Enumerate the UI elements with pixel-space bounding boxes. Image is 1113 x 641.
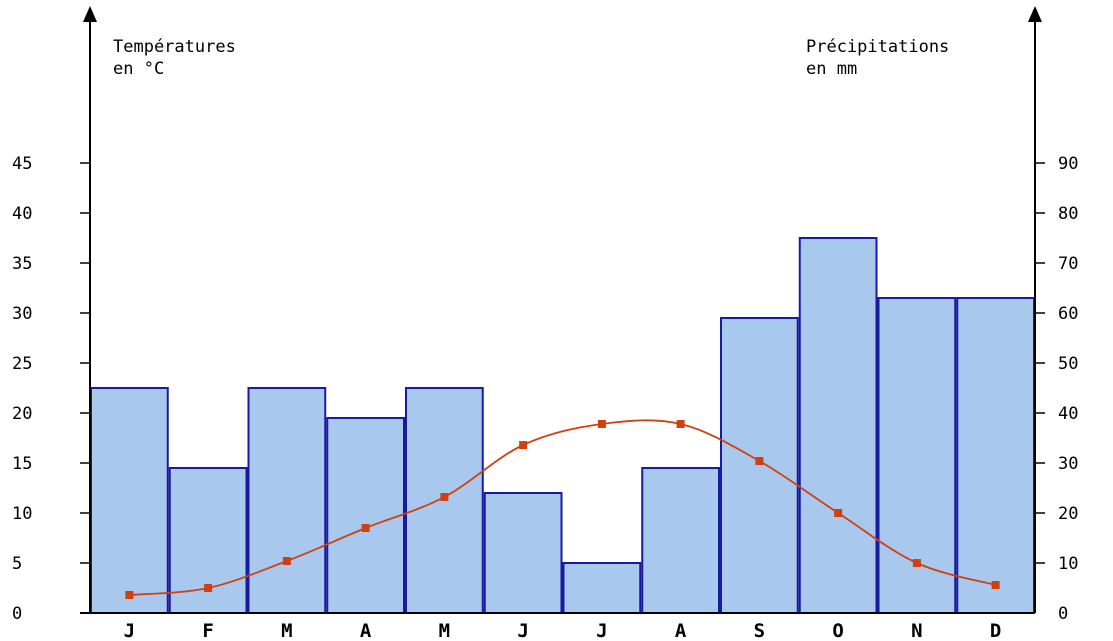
temperature-point-4 (361, 524, 370, 532)
right-tick-label: 30 (1058, 454, 1078, 474)
right-tick-label: 20 (1058, 504, 1078, 524)
temperature-point-2 (204, 584, 213, 592)
precipitation-bar-4 (326, 417, 405, 614)
temperature-point-9 (755, 457, 764, 465)
precipitation-bars (90, 237, 1035, 614)
right-tick-label: 50 (1058, 354, 1078, 374)
month-label: A (675, 620, 687, 641)
left-tick-label: 0 (12, 604, 22, 624)
left-tick-label: 45 (12, 154, 32, 174)
month-label: J (596, 620, 607, 641)
left-tick-label: 40 (12, 204, 32, 224)
precipitation-bar-1 (90, 387, 169, 614)
temperature-point-3 (282, 557, 291, 565)
month-label: J (124, 620, 135, 641)
axes (80, 6, 1042, 614)
temperature-point-5 (440, 493, 449, 501)
right-tick-label: 60 (1058, 304, 1078, 324)
left-tick-label: 25 (12, 354, 32, 374)
left-axis-ticks: 0 5 10 15 20 25 30 35 40 45 (12, 154, 90, 624)
left-axis-arrow (83, 6, 97, 22)
precipitation-bar-3 (247, 387, 327, 614)
temperature-point-1 (125, 591, 134, 599)
left-tick-label: 5 (12, 554, 22, 574)
left-axis-title-line1: Températures (113, 37, 236, 57)
temperature-point-8 (676, 420, 685, 428)
month-label: N (911, 620, 922, 641)
right-tick-label: 10 (1058, 554, 1078, 574)
right-tick-label: 0 (1058, 604, 1068, 624)
precipitation-bar-10 (798, 237, 878, 614)
left-tick-label: 15 (12, 454, 32, 474)
month-label: A (360, 620, 372, 641)
month-label: D (990, 620, 1001, 641)
temperature-point-11 (912, 559, 921, 567)
temperature-point-7 (597, 420, 606, 428)
temperature-point-6 (519, 441, 528, 449)
temperature-point-10 (834, 509, 843, 517)
left-tick-label: 30 (12, 304, 32, 324)
precipitation-bar-6 (483, 492, 563, 614)
month-label: J (517, 620, 528, 641)
right-axis-ticks: 0 10 20 30 40 50 60 70 80 90 (1035, 154, 1078, 624)
precipitation-bar-8 (641, 467, 720, 614)
month-label: M (439, 620, 450, 641)
precipitation-bar-7 (562, 562, 642, 614)
month-label: O (832, 620, 843, 641)
left-axis-title-line2: en °C (113, 59, 164, 79)
right-tick-label: 70 (1058, 254, 1078, 274)
left-tick-label: 20 (12, 404, 32, 424)
right-axis-arrow (1028, 6, 1042, 22)
month-label: S (754, 620, 765, 641)
left-tick-label: 35 (12, 254, 32, 274)
precipitation-bar-12 (956, 297, 1035, 614)
month-label: F (202, 620, 213, 641)
right-tick-label: 40 (1058, 404, 1078, 424)
temperature-series (125, 419, 1000, 599)
right-axis-title-line2: en mm (806, 59, 857, 79)
right-tick-label: 90 (1058, 154, 1078, 174)
precipitation-bar-11 (877, 297, 957, 614)
precipitation-bar-9 (720, 317, 799, 614)
right-axis-title-line1: Précipitations (806, 37, 949, 57)
month-label: M (281, 620, 292, 641)
temperature-point-12 (991, 581, 1000, 589)
left-tick-label: 10 (12, 504, 32, 524)
right-tick-label: 80 (1058, 204, 1078, 224)
